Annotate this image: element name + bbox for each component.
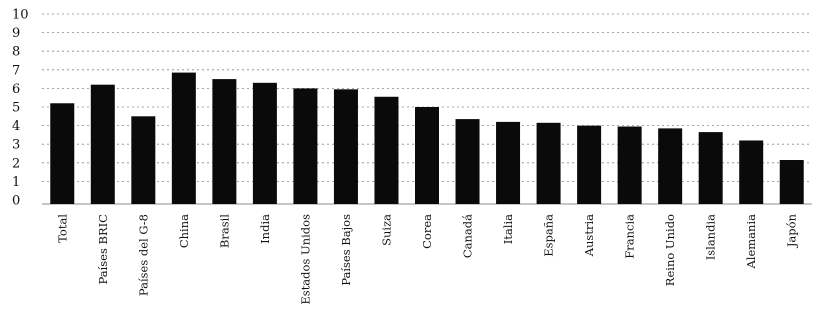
y-tick-label-7: 7 <box>12 63 20 78</box>
y-axis-ticks: 0 1 2 3 4 5 6 7 8 9 10 <box>12 8 29 209</box>
x-tick-label: Países Bajos <box>339 214 353 286</box>
y-tick-label-5: 5 <box>12 101 20 116</box>
y-tick-label-6: 6 <box>12 82 20 97</box>
bar-países-bajos <box>333 89 358 204</box>
x-tick-label: Canadá <box>461 214 475 258</box>
x-tick-label: Total <box>55 214 69 243</box>
x-tick-label: India <box>258 214 272 244</box>
bar-estados-unidos <box>293 88 318 204</box>
bar-italia <box>496 121 521 204</box>
x-tick-label: Países BRIC <box>96 214 110 285</box>
x-tick-label: Corea <box>420 214 434 249</box>
bar-países-bric <box>90 84 115 204</box>
bar-islandia <box>698 132 723 204</box>
x-tick-label: Francia <box>623 214 637 259</box>
bar-india <box>252 82 277 204</box>
bar-china <box>171 72 196 204</box>
x-tick-label: España <box>542 214 556 257</box>
y-tick-label-10: 10 <box>12 8 29 23</box>
x-tick-label: Brasil <box>217 214 231 248</box>
y-tick-label-0: 0 <box>12 194 20 209</box>
bar-suiza <box>374 96 399 204</box>
y-tick-label-9: 9 <box>12 26 20 41</box>
x-tick-label: Países del G-8 <box>136 214 150 296</box>
y-tick-label-1: 1 <box>12 175 20 190</box>
x-tick-label: Austria <box>582 214 596 257</box>
x-tick-label: Estados Unidos <box>298 214 312 305</box>
bar-reino-unido <box>658 128 683 204</box>
y-tick-label-3: 3 <box>12 138 20 153</box>
y-tick-label-8: 8 <box>12 45 20 60</box>
x-axis-labels: Total Países BRIC Países del G-8 China Brasi… <box>55 213 798 304</box>
bar-francia <box>617 126 642 204</box>
bar-japón <box>779 160 804 204</box>
x-tick-label: Italia <box>501 214 515 244</box>
x-tick-label: China <box>177 214 191 248</box>
y-tick-label-2: 2 <box>12 156 20 171</box>
bar-total <box>50 103 75 204</box>
y-tick-label-4: 4 <box>12 119 20 134</box>
bar-alemania <box>739 140 764 204</box>
x-tick-label: Alemania <box>744 214 758 270</box>
bar-canadá <box>455 119 480 204</box>
bar-españa <box>536 122 561 204</box>
x-tick-label: Reino Unido <box>663 214 677 286</box>
x-tick-label: Japón <box>785 213 799 248</box>
x-tick-label: Islandia <box>704 214 718 260</box>
bar-países-del-g-8 <box>131 116 156 204</box>
bar-corea <box>415 107 439 204</box>
bar-brasil <box>212 79 237 204</box>
bars <box>50 72 804 204</box>
x-tick-label: Suiza <box>379 214 393 246</box>
bar-austria <box>577 125 602 204</box>
